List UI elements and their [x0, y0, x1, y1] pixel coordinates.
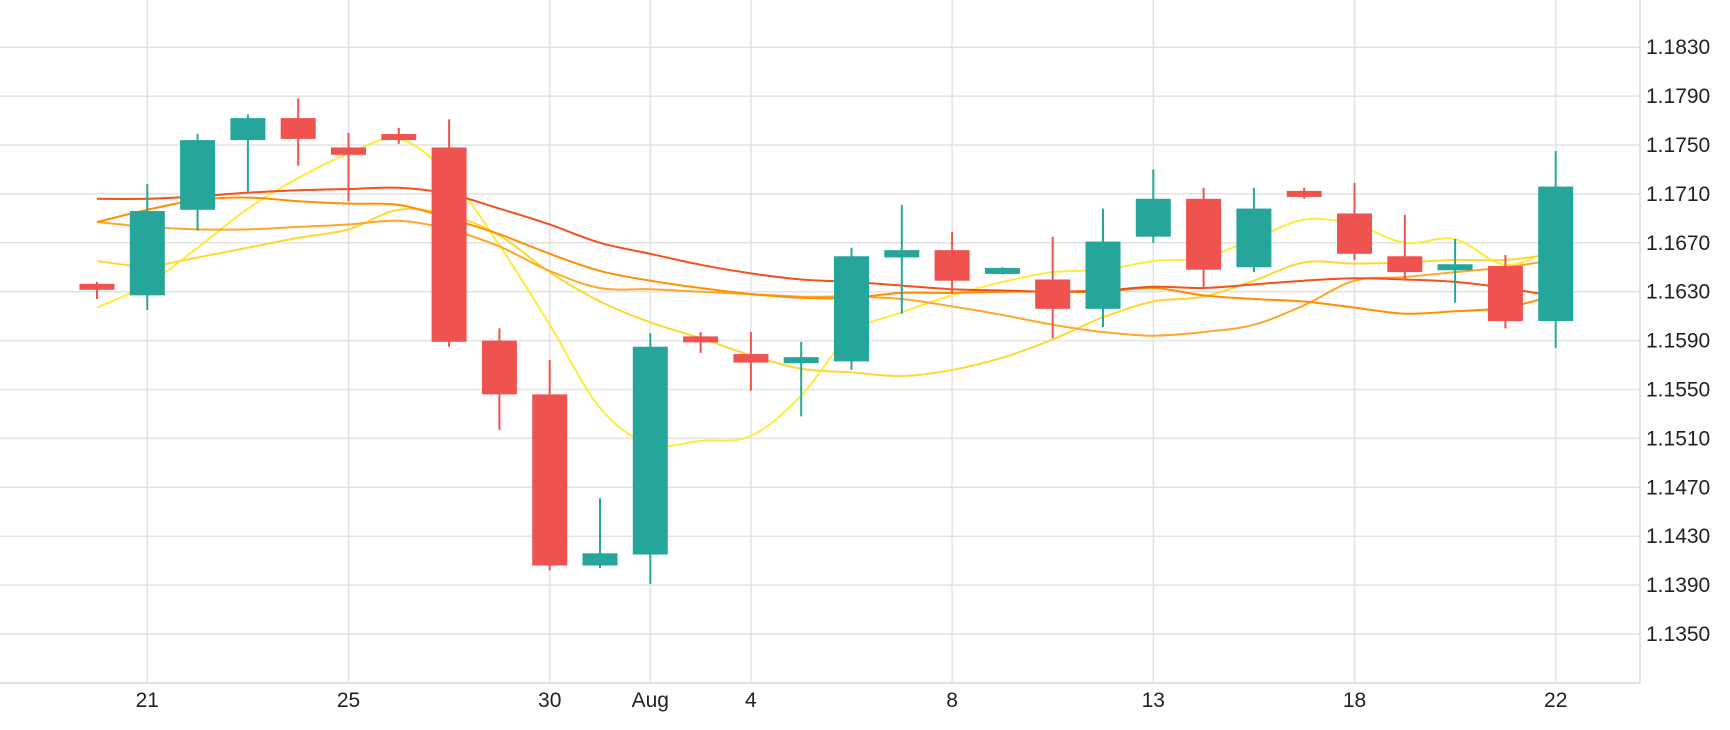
candle-down	[733, 332, 769, 391]
candle-body	[934, 250, 970, 281]
candle-body	[1085, 241, 1121, 309]
candle-up	[1437, 239, 1473, 303]
candle-body	[129, 211, 165, 296]
candle-up	[1236, 187, 1272, 273]
candle-up	[180, 133, 216, 231]
candle-body	[733, 354, 769, 363]
candle-down	[481, 328, 517, 430]
candle-body	[582, 553, 618, 566]
candle-down	[532, 360, 568, 571]
candle-down	[1035, 236, 1071, 339]
x-tick-label: 25	[337, 689, 360, 712]
candle-down	[381, 127, 417, 144]
x-tick-label: 30	[538, 689, 561, 712]
candle-body	[431, 147, 467, 342]
candle-up	[783, 341, 819, 417]
moving-average-line-2	[96, 207, 1556, 378]
x-tick-label: 21	[136, 689, 159, 712]
y-tick-label: 1.1630	[1646, 281, 1710, 304]
y-tick-label: 1.1710	[1646, 183, 1710, 206]
candle-down	[1487, 255, 1523, 329]
candle-body	[1286, 190, 1322, 197]
candle-body	[783, 357, 819, 364]
candle-body	[280, 118, 316, 139]
candles	[79, 98, 1574, 584]
y-tick-label: 1.1430	[1646, 525, 1710, 548]
candle-down	[79, 281, 115, 300]
y-tick-label: 1.1390	[1646, 574, 1710, 597]
candle-up	[984, 267, 1020, 275]
y-tick-label: 1.1790	[1646, 85, 1710, 108]
candle-body	[481, 340, 517, 395]
candle-body	[381, 134, 417, 141]
candle-up	[1085, 208, 1121, 328]
candle-body	[984, 267, 1020, 274]
candle-up	[834, 247, 869, 370]
candle-up	[230, 114, 266, 192]
y-tick-label: 1.1510	[1646, 427, 1710, 450]
candle-body	[1538, 186, 1574, 322]
x-tick-label: 13	[1142, 689, 1165, 712]
candle-up	[129, 184, 165, 311]
candle-body	[180, 140, 216, 210]
candle-down	[683, 332, 719, 353]
candle-body	[1437, 264, 1473, 271]
candle-body	[884, 250, 920, 258]
y-tick-label: 1.1750	[1646, 134, 1710, 157]
grid-lines	[0, 0, 1640, 683]
candle-body	[1135, 198, 1171, 237]
moving-average-line-3	[96, 219, 1556, 337]
candle-body	[834, 256, 869, 362]
candle-body	[1337, 213, 1372, 254]
candle-body	[79, 283, 115, 290]
candle-down	[1286, 187, 1322, 199]
candle-up	[884, 204, 920, 314]
x-tick-label: Aug	[632, 689, 669, 712]
candle-up	[582, 498, 618, 568]
y-tick-label: 1.1470	[1646, 476, 1710, 499]
moving-average-lines	[96, 137, 1557, 448]
candle-down	[1387, 214, 1423, 281]
moving-average-line-5	[96, 186, 1556, 298]
candle-body	[532, 394, 568, 566]
candle-body	[1186, 198, 1222, 270]
candle-body	[683, 336, 719, 343]
candle-up	[1135, 169, 1171, 243]
y-tick-label: 1.1670	[1646, 232, 1710, 255]
candle-body	[632, 346, 668, 555]
candle-down	[1186, 187, 1222, 290]
candle-up	[632, 333, 668, 584]
y-tick-label: 1.1550	[1646, 379, 1710, 402]
candle-up	[1538, 151, 1574, 348]
y-tick-label: 1.1590	[1646, 330, 1710, 353]
axes: 1.1350 1.1390 1.1430 1.1470 1.1510 1.1550 1.15…	[0, 0, 1710, 712]
candle-body	[1387, 256, 1423, 273]
y-tick-label: 1.1830	[1646, 36, 1710, 59]
x-tick-label: 22	[1544, 689, 1567, 712]
candle-down	[934, 231, 970, 295]
candle-body	[331, 147, 366, 155]
candle-body	[1236, 208, 1272, 268]
y-tick-label: 1.1350	[1646, 623, 1710, 646]
candle-down	[331, 132, 366, 202]
moving-average-line-4	[96, 196, 1556, 315]
x-tick-label: 8	[946, 689, 958, 712]
candle-down	[280, 98, 316, 166]
candle-body	[1487, 266, 1523, 322]
x-tick-label: 4	[745, 689, 757, 712]
candle-down	[431, 119, 467, 347]
candle-down	[1337, 182, 1372, 260]
candle-body	[1035, 279, 1071, 309]
x-tick-label: 18	[1343, 689, 1366, 712]
candle-body	[230, 118, 266, 141]
